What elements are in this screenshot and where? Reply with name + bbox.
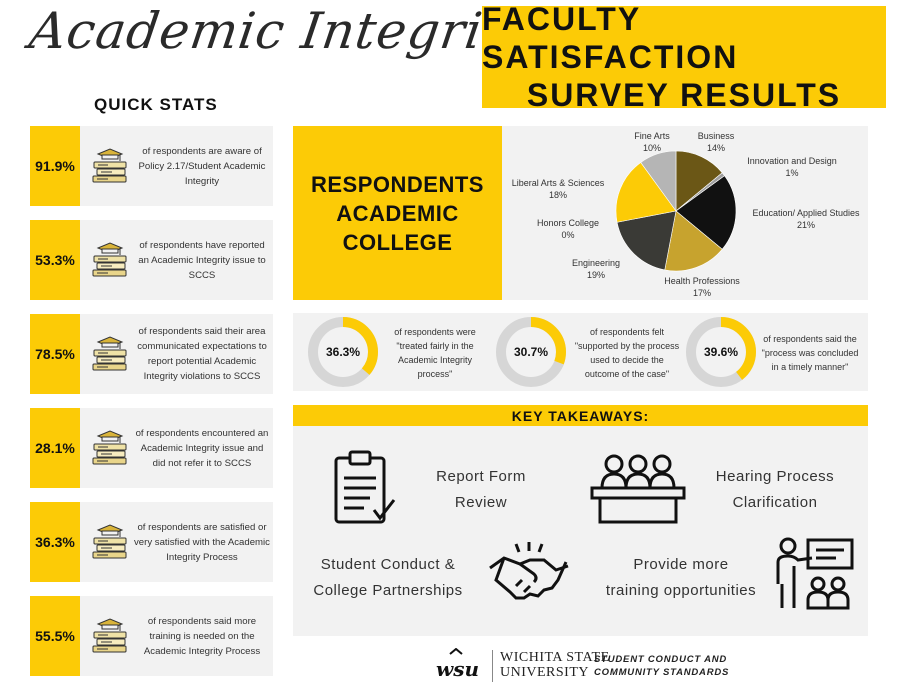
stat-card: 55.5% of respondents said more training … [30, 596, 273, 676]
university-name: WICHITA STATE UNIVERSITY [500, 650, 610, 680]
pie-category-label: Fine Arts [634, 131, 670, 141]
donut-description: of respondents were "treated fairly in t… [394, 327, 476, 379]
pie-value-label: 17% [693, 288, 711, 298]
department-name-line1: STUDENT CONDUCT AND [594, 654, 728, 665]
pie-value-label: 14% [707, 143, 725, 153]
donut-chart: 36.3% [308, 317, 378, 387]
donut-description: of respondents said the "process was con… [761, 334, 859, 372]
pie-value-label: 0% [561, 230, 574, 240]
donut-fill [686, 317, 756, 387]
pie-category-label: Health Professions [664, 276, 740, 286]
pie-slice [675, 175, 737, 250]
takeaway-label-line2: College Partnerships [313, 582, 463, 599]
donut-panel [293, 313, 868, 391]
takeaway-label-line1: Student Conduct & [320, 556, 456, 573]
takeaway-label-line2: training opportunities [605, 582, 757, 599]
wsu-logo: wsu [436, 648, 479, 681]
stat-percentage: 36.3% [30, 502, 80, 582]
pie-slice [616, 210, 677, 271]
takeaway-label-line2: Review [454, 494, 508, 511]
pie-value-label: 10% [643, 143, 661, 153]
takeaway-label: Student Conduct & College Partnerships [308, 552, 468, 604]
pie-category-label: Innovation and Design [747, 156, 837, 166]
donut-fill [496, 317, 566, 387]
survey-title-box: FACULTY SATISFACTION SURVEY RESULTS [482, 1, 886, 113]
takeaway-label: Provide more training opportunities [596, 552, 766, 604]
respondents-title-line3: COLLEGE [342, 229, 453, 255]
donut-value-label: 39.6% [704, 345, 738, 359]
stat-description: of respondents are aware of Policy 2.17/… [138, 145, 266, 187]
survey-title-line2: SURVEY RESULTS [526, 77, 842, 113]
respondents-title-line2: ACADEMIC [336, 200, 459, 226]
hearing-panel-icon [590, 454, 686, 524]
stat-percentage: 91.9% [30, 126, 80, 206]
stat-card: 78.5% of respondents said their area com… [30, 314, 273, 394]
pie-value-label: 19% [587, 270, 605, 280]
pie-category-label: Engineering [572, 258, 620, 268]
graduation-books-icon [92, 242, 127, 277]
donut-value-label: 30.7% [514, 345, 548, 359]
pie-value-label: 18% [549, 190, 567, 200]
donut-value-label: 36.3% [326, 345, 360, 359]
pie-category-label: Liberal Arts & Sciences [512, 178, 605, 188]
takeaway-label: Report Form Review [416, 464, 546, 516]
takeaway-label-line1: Provide more [633, 556, 729, 573]
pie-category-label: Business [698, 131, 735, 141]
graduation-books-icon [92, 430, 127, 465]
pie-value-label: 1% [785, 168, 798, 178]
stat-percentage: 78.5% [30, 314, 80, 394]
stat-description: of respondents said more training is nee… [143, 615, 261, 657]
stat-description: of respondents encountered an Academic I… [135, 427, 269, 469]
handshake-icon [489, 542, 569, 600]
graduation-books-icon [92, 618, 127, 653]
department-name-line2: COMMUNITY STANDARDS [594, 667, 730, 678]
graduation-books-icon [92, 336, 127, 371]
stat-card: 28.1% of respondents encountered an Acad… [30, 408, 273, 488]
stat-description: of respondents have reported an Academic… [138, 239, 266, 281]
takeaway-label-line1: Report Form [436, 468, 526, 485]
donut-chart: 30.7% [496, 317, 566, 387]
pie-slice [664, 210, 723, 272]
takeaway-label-line1: Hearing Process [715, 468, 835, 485]
pie-slice [615, 162, 677, 223]
graduation-books-icon [92, 524, 127, 559]
donut-fill [308, 317, 378, 387]
pie-slice [640, 150, 677, 212]
donut-chart: 39.6% [686, 317, 756, 387]
university-name-line1: WICHITA STATE [500, 650, 610, 665]
takeaway-label-line2: Clarification [732, 494, 818, 511]
survey-title-line1: FACULTY SATISFACTION [482, 1, 739, 75]
pie-value-label: 21% [797, 220, 815, 230]
donut-description: of respondents felt "supported by the pr… [574, 327, 680, 379]
pie-slice [675, 150, 723, 212]
respondents-title-line1: RESPONDENTS [311, 171, 484, 197]
stat-card: 53.3% of respondents have reported an Ac… [30, 220, 273, 300]
stat-card: 91.9% of respondents are aware of Policy… [30, 126, 273, 206]
clipboard-checklist-icon [334, 450, 396, 524]
stat-card: 36.3% of respondents are satisfied or ve… [30, 502, 273, 582]
presentation-training-icon [776, 537, 854, 610]
stat-percentage: 53.3% [30, 220, 80, 300]
key-takeaways-panel [293, 426, 868, 636]
stat-percentage: 55.5% [30, 596, 80, 676]
pie-category-label: Education/ Applied Studies [752, 208, 860, 218]
stat-description: of respondents said their area communica… [137, 326, 267, 382]
quick-stats-heading: QUICK STATS [94, 95, 218, 114]
department-name: STUDENT CONDUCT AND COMMUNITY STANDARDS [594, 653, 729, 679]
university-name-line2: UNIVERSITY [500, 665, 589, 680]
pie-category-label: Honors College [537, 218, 599, 228]
respondents-title-box: RESPONDENTS ACADEMIC COLLEGE [293, 126, 502, 300]
college-pie-chart: Business 14% Innovation and Design 1% Educat… [512, 131, 860, 298]
footer-divider [492, 650, 493, 682]
stat-description: of respondents are satisfied or very sat… [134, 521, 270, 563]
key-takeaways-heading: KEY TAKEAWAYS: [293, 405, 868, 426]
stat-percentage: 28.1% [30, 408, 80, 488]
graduation-books-icon [92, 148, 127, 183]
script-title: Academic Integrity: [25, 2, 555, 60]
wsu-logo-text: wsu [436, 657, 479, 681]
takeaway-label: Hearing Process Clarification [700, 464, 850, 516]
